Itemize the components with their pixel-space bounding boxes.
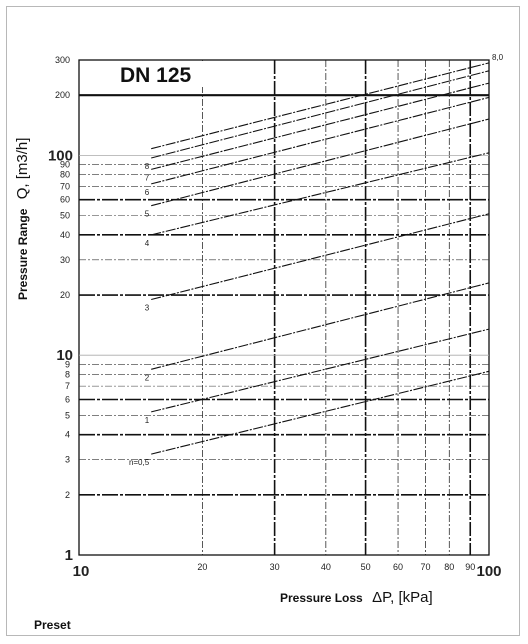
series-line-5 [151,118,490,207]
y-tick-label-40: 40 [60,230,70,240]
y-tick-label-60: 60 [60,195,70,205]
series-label-n-0-5: n=0,5 [129,458,150,467]
y-tick-label-3: 3 [65,455,70,465]
chart-title: DN 125 [120,64,192,87]
series-label-3: 3 [145,303,150,312]
x-tick-label-20: 20 [197,562,207,572]
y-tick-label-7: 7 [65,381,70,391]
x-axis-label-main: ΔP, [kPa] [372,589,433,606]
x-tick-label-30: 30 [270,562,280,572]
y-tick-label-200: 200 [55,90,70,100]
series-line-1 [151,328,490,413]
series-labels: n=0,5 1 2 3 4 5 6 7 8 8,0 [129,53,504,467]
series-label-5: 5 [145,210,150,219]
series-line-3 [151,213,490,301]
x-tick-label-100: 100 [476,563,501,580]
x-axis-label-prefix: Pressure Loss [280,591,363,605]
y-tick-label-1: 1 [65,547,73,564]
series-line-6 [151,96,490,185]
y-tick-label-30: 30 [60,255,70,265]
x-tick-label-80: 80 [444,562,454,572]
x-tick-label-90: 90 [465,562,475,572]
series-line-8-0 [151,62,490,150]
series-label-4: 4 [145,239,150,248]
y-axis-label: Pressure Range Q, [m3/h] [14,138,31,300]
series-label-8-0: 8,0 [492,53,504,62]
y-tick-label-80: 80 [60,170,70,180]
series-lines [151,62,490,455]
y-tick-label-100: 100 [48,147,73,164]
series-line-7 [151,82,490,170]
preset-label: Preset [34,618,71,632]
x-tick-labels: 10 20 30 40 50 60 70 80 90 100 [73,562,502,580]
series-line-n-0-5 [151,370,490,455]
y-tick-label-50: 50 [60,210,70,220]
y-tick-label-70: 70 [60,181,70,191]
y-tick-label-10: 10 [56,347,73,364]
chart-frame [6,6,520,636]
y-tick-label-2: 2 [65,490,70,500]
y-axis-label-prefix: Pressure Range [16,208,30,300]
x-tick-label-60: 60 [393,562,403,572]
series-line-8 [151,70,490,159]
y-tick-label-6: 6 [65,395,70,405]
plot-border [78,59,490,556]
y-tick-label-90: 90 [60,159,70,169]
y-tick-label-8: 8 [65,370,70,380]
x-axis-label: Pressure Loss ΔP, [kPa] [280,589,433,606]
y-tick-label-20: 20 [60,290,70,300]
series-label-8: 8 [145,162,150,171]
y-tick-label-5: 5 [65,410,70,420]
y-axis-label-main: Q, [m3/h] [14,138,31,200]
series-label-6: 6 [145,188,150,197]
x-tick-label-40: 40 [321,562,331,572]
series-label-1: 1 [145,416,150,425]
series-label-2: 2 [145,373,150,382]
title-background [110,61,218,87]
grid-lines [78,59,490,556]
y-tick-label-9: 9 [65,359,70,369]
x-tick-label-50: 50 [361,562,371,572]
series-line-4 [151,152,490,236]
series-line-2 [151,282,490,370]
series-label-7: 7 [145,173,150,182]
y-tick-label-300: 300 [55,55,70,65]
x-tick-label-10: 10 [73,563,90,580]
x-tick-label-70: 70 [420,562,430,572]
y-tick-label-4: 4 [65,430,70,440]
